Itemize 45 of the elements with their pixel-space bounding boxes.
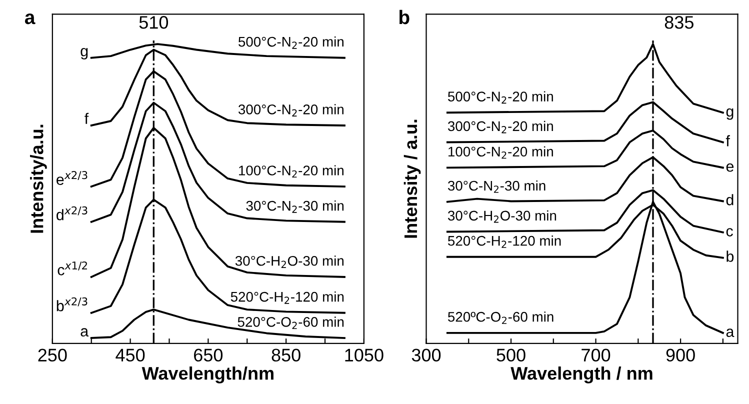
series-label: a [726, 328, 734, 338]
annotation: 30°C-N$_{2}$-30 min [448, 180, 546, 193]
ref-line-label: 835 [664, 16, 694, 29]
annotation: 300°C-N$_{2}$-20 min [448, 120, 553, 134]
annotation: 520°C-O$_{2}$-60 min [238, 316, 344, 329]
x-tick-label: 700 [582, 348, 610, 362]
chart-title: b [399, 10, 410, 24]
y-axis-title: Intensity / a.u. [404, 120, 421, 238]
series-label: d$^{x2/3}$ [56, 206, 88, 220]
series-label: b$^{x2/3}$ [56, 297, 88, 312]
x-tick-label: 1050 [345, 348, 384, 362]
annotation: 30°C-N$_{2}$-30 min [246, 200, 344, 213]
x-tick-label: 250 [38, 348, 67, 362]
series-label: e$^{x2/3}$ [56, 171, 88, 185]
annotation: 500°C-N$_{2}$-20 min [238, 36, 344, 49]
annotation: 520°C-H$_{2}$-120 min [448, 236, 561, 248]
annotation: 300°C-N$_{2}$-20 min [238, 104, 344, 116]
x-tick-label: 900 [666, 348, 695, 362]
chart-title: a [24, 14, 36, 24]
x-axis-title: Wavelength/nm [142, 366, 274, 384]
series-label: d [726, 194, 734, 206]
series-label: g [80, 48, 88, 60]
annotation: 30°C-H$_{2}$O-30 min [235, 256, 344, 268]
annotation: 100°C-N$_{2}$-20 min [239, 165, 344, 178]
x-tick-label: 300 [412, 348, 441, 362]
x-tick-label: 650 [194, 348, 223, 362]
x-tick-label: 850 [272, 348, 300, 362]
x-tick-label: 500 [496, 348, 526, 362]
annotation: 520°C-H$_{2}$-120 min [230, 292, 344, 304]
series-label: e [726, 163, 734, 172]
series-label: f [726, 135, 730, 146]
series-label: g [726, 108, 734, 120]
y-axis-title: Intensity/a.u. [30, 124, 47, 233]
series-label: c$^{x1/2}$ [58, 261, 87, 276]
series-label: a [80, 328, 89, 337]
series-label: b [726, 250, 734, 262]
series-label: c [726, 228, 733, 236]
annotation: 100°C-N$_{2}$-20 min [448, 146, 553, 159]
x-axis-title: Wavelength / nm [510, 366, 652, 384]
x-tick-label: 450 [116, 348, 145, 362]
annotation: 30°C-H$_{2}$O-30 min [448, 210, 556, 223]
series-label: f [84, 112, 89, 124]
annotation: 500°C-N$_{2}$-20 min [448, 91, 553, 104]
annotation: 520ºC-O$_{2}$-60 min [448, 312, 554, 324]
ref-line-label: 510 [139, 16, 168, 29]
